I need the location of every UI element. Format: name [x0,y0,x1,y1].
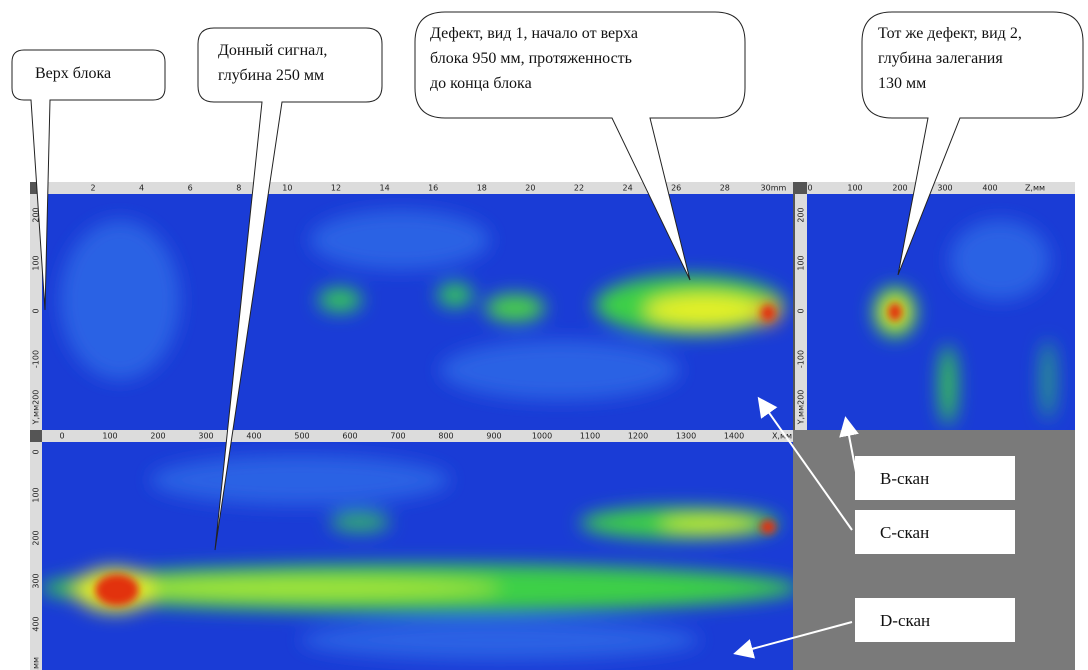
callout-line: 130 мм [878,75,926,92]
d-scan-image [42,442,793,670]
ruler-label: 1100 [580,432,600,441]
ruler-label: 100 [797,255,806,270]
ruler-label: 6 [188,184,193,193]
ruler-label: 600 [342,432,357,441]
ruler-bar [30,442,42,670]
ruler-label: 100 [32,487,41,502]
ruler-bar [30,194,42,430]
ruler-label: 1300 [676,432,696,441]
ruler-label: 1200 [628,432,648,441]
scan-label: C-скан [880,523,929,542]
ruler-label: 0 [32,449,41,454]
callout-line: глубина 250 мм [218,67,324,84]
ruler-label: 14 [380,184,390,193]
scan-label: B-скан [880,469,929,488]
callout-line: до конца блока [430,75,532,92]
ruler-label: 10 [282,184,292,193]
b-scan-image [42,194,793,430]
ruler-label: 0 [32,308,41,313]
ruler-label: 24 [623,184,633,193]
ruler-label: 0 [797,308,806,313]
ruler-label: 20 [525,184,535,193]
ruler-label: 300 [198,432,213,441]
ruler-label: Y,мм200 [32,390,41,426]
ruler-label: 300 [32,573,41,588]
ruler-label: Y,мм200 [797,390,806,426]
callout-line: блока 950 мм, протяженность [430,50,632,67]
ruler-label: 100 [102,432,117,441]
callout-line: Дефект, вид 1, начало от верха [430,25,638,42]
ruler-label: 100 [32,255,41,270]
ruler-label: 400 [246,432,261,441]
callout-texts: Верх блока Донный сигнал, глубина 250 мм Де… [35,25,1022,92]
ruler-label: 1400 [724,432,744,441]
ruler-label: Z,мм [32,657,41,670]
ruler-label: 300 [937,184,952,193]
ruler-label: 1000 [532,432,552,441]
callout-line: Верх блока [35,65,111,82]
ruler-label: 0 [59,432,64,441]
ruler-label: 400 [982,184,997,193]
ruler-label: 200 [32,530,41,545]
ruler-label: 200 [797,207,806,222]
callout-line: глубина залегания [878,50,1003,67]
ruler-label: 900 [486,432,501,441]
ruler-label: 700 [390,432,405,441]
ruler-label: 500 [294,432,309,441]
ruler-bar [42,182,793,194]
ruler-label: 2 [90,184,95,193]
arrows [733,396,859,659]
c-scan-image [807,194,1075,430]
ruler-label: 800 [438,432,453,441]
ruler-label: 200 [150,432,165,441]
callout-line: Донный сигнал, [218,42,327,59]
ruler-label: Z,мм [1025,184,1045,193]
label-box [855,456,1015,500]
ruler-label: 18 [477,184,487,193]
ruler-label: 16 [428,184,438,193]
ruler-label: 8 [236,184,241,193]
ruler-label: 200 [892,184,907,193]
ruler-label: 200 [32,207,41,222]
label-box [855,598,1015,642]
callout-bubbles [11,11,1084,551]
ruler-label: 0 [807,184,812,193]
ruler-label: 100 [847,184,862,193]
ruler-label: -100 [32,350,41,368]
label-box [855,510,1015,554]
ruler-label: -100 [797,350,806,368]
ruler-bar [795,194,807,430]
ruler-label: 12 [331,184,341,193]
ruler-label: X,мм [772,432,792,441]
ruler-label: 4 [139,184,144,193]
ruler-label: 22 [574,184,584,193]
ruler-label: 28 [720,184,730,193]
ruler-label: 30mm [761,184,787,193]
ruler-bar [807,182,1075,194]
ruler-label: 26 [671,184,681,193]
ruler-label: 400 [32,616,41,631]
callout-line: Тот же дефект, вид 2, [878,25,1022,42]
scan-label: D-скан [880,611,930,630]
